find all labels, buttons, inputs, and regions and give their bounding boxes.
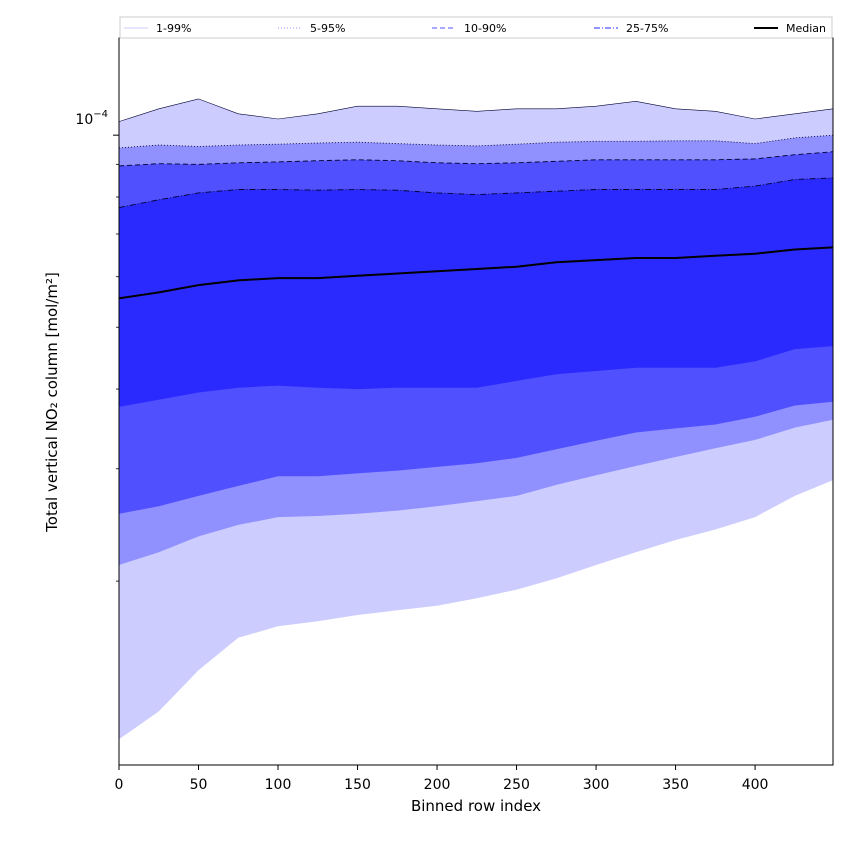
band-upper-edge-25-75% bbox=[118, 177, 834, 209]
plot-area bbox=[118, 37, 834, 766]
x-tick-label-100: 100 bbox=[265, 777, 292, 793]
legend-label-10-90%: 10-90% bbox=[464, 22, 506, 35]
band-25-75% bbox=[119, 177, 833, 407]
x-tick-label-400: 400 bbox=[742, 777, 769, 793]
x-tick-label-150: 150 bbox=[344, 777, 371, 793]
y-axis: 10−4 bbox=[75, 109, 119, 582]
y-major-tick-label: 10−4 bbox=[75, 109, 108, 128]
legend-label-Median: Median bbox=[786, 22, 826, 35]
legend: 1-99% 5-95% 10-90% 25-75% Median bbox=[119, 16, 833, 39]
legend-label-1-99%: 1-99% bbox=[156, 22, 191, 35]
x-axis: 0 50 100 150 200 250 300 350 400 bbox=[115, 765, 769, 793]
y-axis-label: Total vertical NO₂ column [mol/m²] bbox=[43, 272, 61, 533]
x-tick-label-50: 50 bbox=[190, 777, 208, 793]
x-tick-label-300: 300 bbox=[583, 777, 610, 793]
band-edge-lines bbox=[118, 98, 834, 209]
band-upper-edge-10-90% bbox=[118, 151, 834, 167]
x-tick-label-350: 350 bbox=[662, 777, 689, 793]
x-tick-label-0: 0 bbox=[115, 777, 124, 793]
legend-label-5-95%: 5-95% bbox=[310, 22, 345, 35]
x-axis-label: Binned row index bbox=[411, 797, 541, 815]
band-upper-edge-1-99% bbox=[118, 98, 834, 122]
legend-label-25-75%: 25-75% bbox=[626, 22, 668, 35]
legend-frame bbox=[119, 16, 833, 39]
x-tick-label-200: 200 bbox=[424, 777, 451, 793]
median-line bbox=[118, 246, 834, 300]
x-tick-label-250: 250 bbox=[503, 777, 530, 793]
percentile-bands bbox=[119, 98, 833, 740]
legend-items: 1-99% 5-95% 10-90% 25-75% Median bbox=[124, 22, 826, 35]
